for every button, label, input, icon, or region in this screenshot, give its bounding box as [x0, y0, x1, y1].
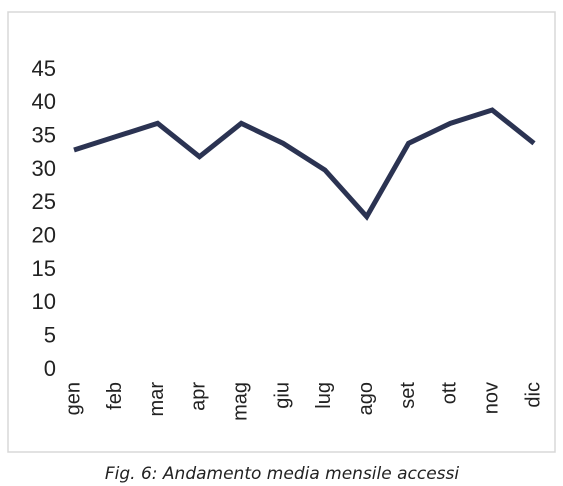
- x-tick-label: feb: [104, 382, 126, 410]
- x-tick-label: nov: [480, 382, 502, 414]
- y-tick-label: 30: [32, 156, 56, 181]
- x-tick-label: set: [397, 382, 419, 409]
- y-tick-label: 15: [32, 256, 56, 281]
- y-tick-label: 25: [32, 189, 56, 214]
- x-tick-label: mar: [146, 382, 168, 417]
- x-tick-label: ago: [355, 382, 377, 415]
- x-tick-label: lug: [313, 382, 335, 409]
- y-tick-label: 10: [32, 289, 56, 314]
- y-tick-label: 45: [32, 56, 56, 81]
- x-tick-label: mag: [230, 382, 252, 421]
- x-tick-label: giu: [271, 382, 293, 409]
- x-tick-label: apr: [188, 382, 210, 411]
- x-tick-label: ott: [439, 382, 461, 405]
- caption: Fig. 6: Andamento media mensile accessi: [105, 464, 460, 484]
- y-tick-label: 5: [44, 322, 56, 347]
- y-tick-label: 35: [32, 122, 56, 147]
- x-tick-label: dic: [522, 382, 544, 408]
- line: [73, 107, 536, 221]
- y-tick-label: 40: [32, 89, 56, 114]
- frame: [7, 11, 556, 453]
- y-tick-label: 20: [32, 222, 56, 247]
- x-tick-label: gen: [62, 382, 84, 415]
- y-tick-label: 0: [44, 356, 56, 381]
